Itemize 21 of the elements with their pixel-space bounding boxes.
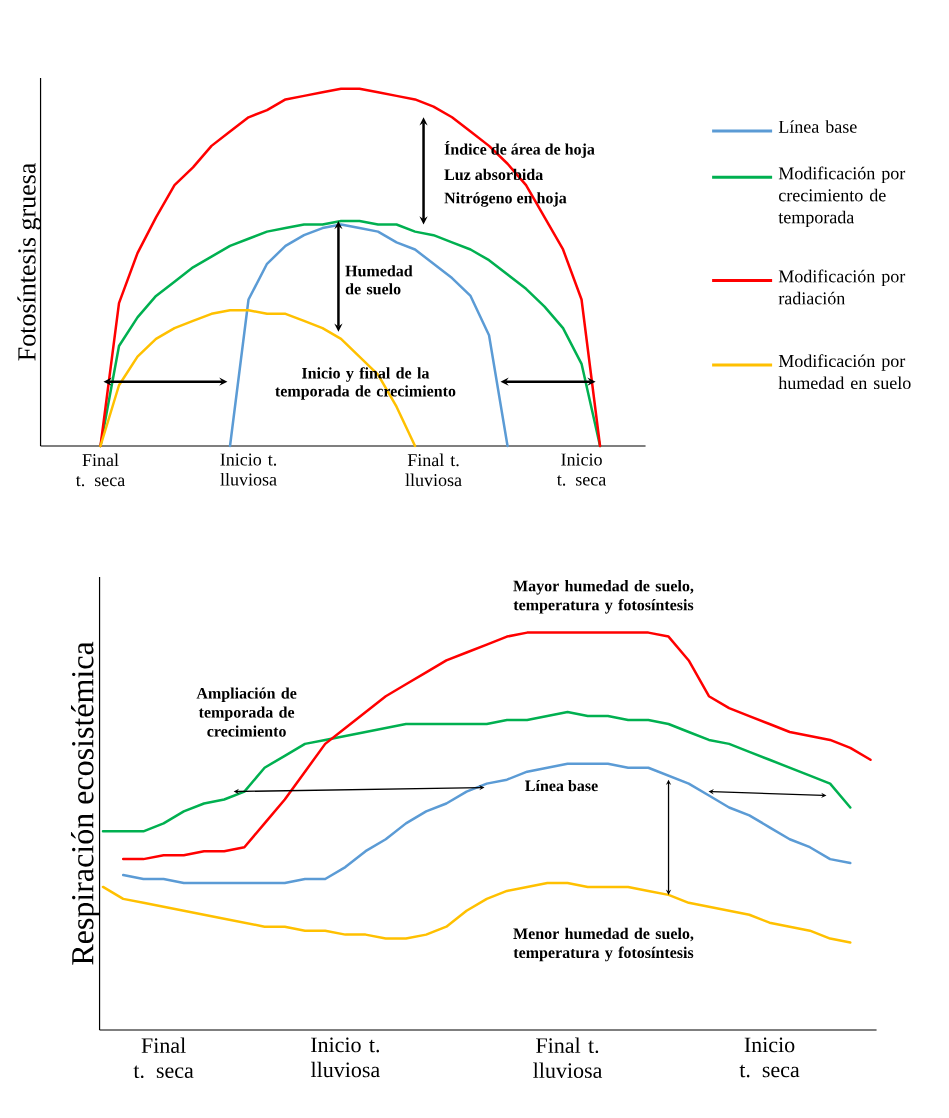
legend-label: Modificación por crecimiento de temporada: [778, 166, 906, 228]
x-tick-label: Inicio t. seca: [556, 453, 607, 486]
annotation: Ampliación de temporada de crecimiento: [196, 687, 297, 737]
y-axis-title: Respiración ecosistémica: [70, 641, 101, 965]
annotation: Índice de área de hoja: [444, 140, 595, 159]
annotation: Menor humedad de suelo, temperatura y fotosíntesis: [513, 927, 694, 962]
y-axis-title: Fotosíntesis gruesa: [17, 163, 42, 361]
text: Mayor humedad de suelo, temperatura y fotosíntesis: [513, 580, 694, 614]
legend-label: Línea base: [778, 120, 857, 133]
annotation: Línea base: [525, 779, 598, 792]
annotation: Nitrógeno en hoja: [444, 192, 567, 207]
legend-label: Modificación por humedad en suelo: [778, 354, 911, 390]
x-tick-label: Final t. lluviosa: [533, 1037, 603, 1079]
x-tick-label: Final t. seca: [133, 1037, 194, 1079]
x-tick-label: Inicio t. lluviosa: [220, 453, 277, 486]
x-tick-label: Final t. seca: [75, 453, 125, 487]
legend-label: Modificación por radiación: [778, 269, 906, 305]
x-tick-label: Inicio t. lluviosa: [310, 1037, 380, 1078]
x-tick-label: Final t. lluviosa: [405, 453, 462, 487]
annotation: Humedad de suelo: [345, 265, 413, 295]
x-tick-label: Inicio t. seca: [739, 1037, 800, 1078]
